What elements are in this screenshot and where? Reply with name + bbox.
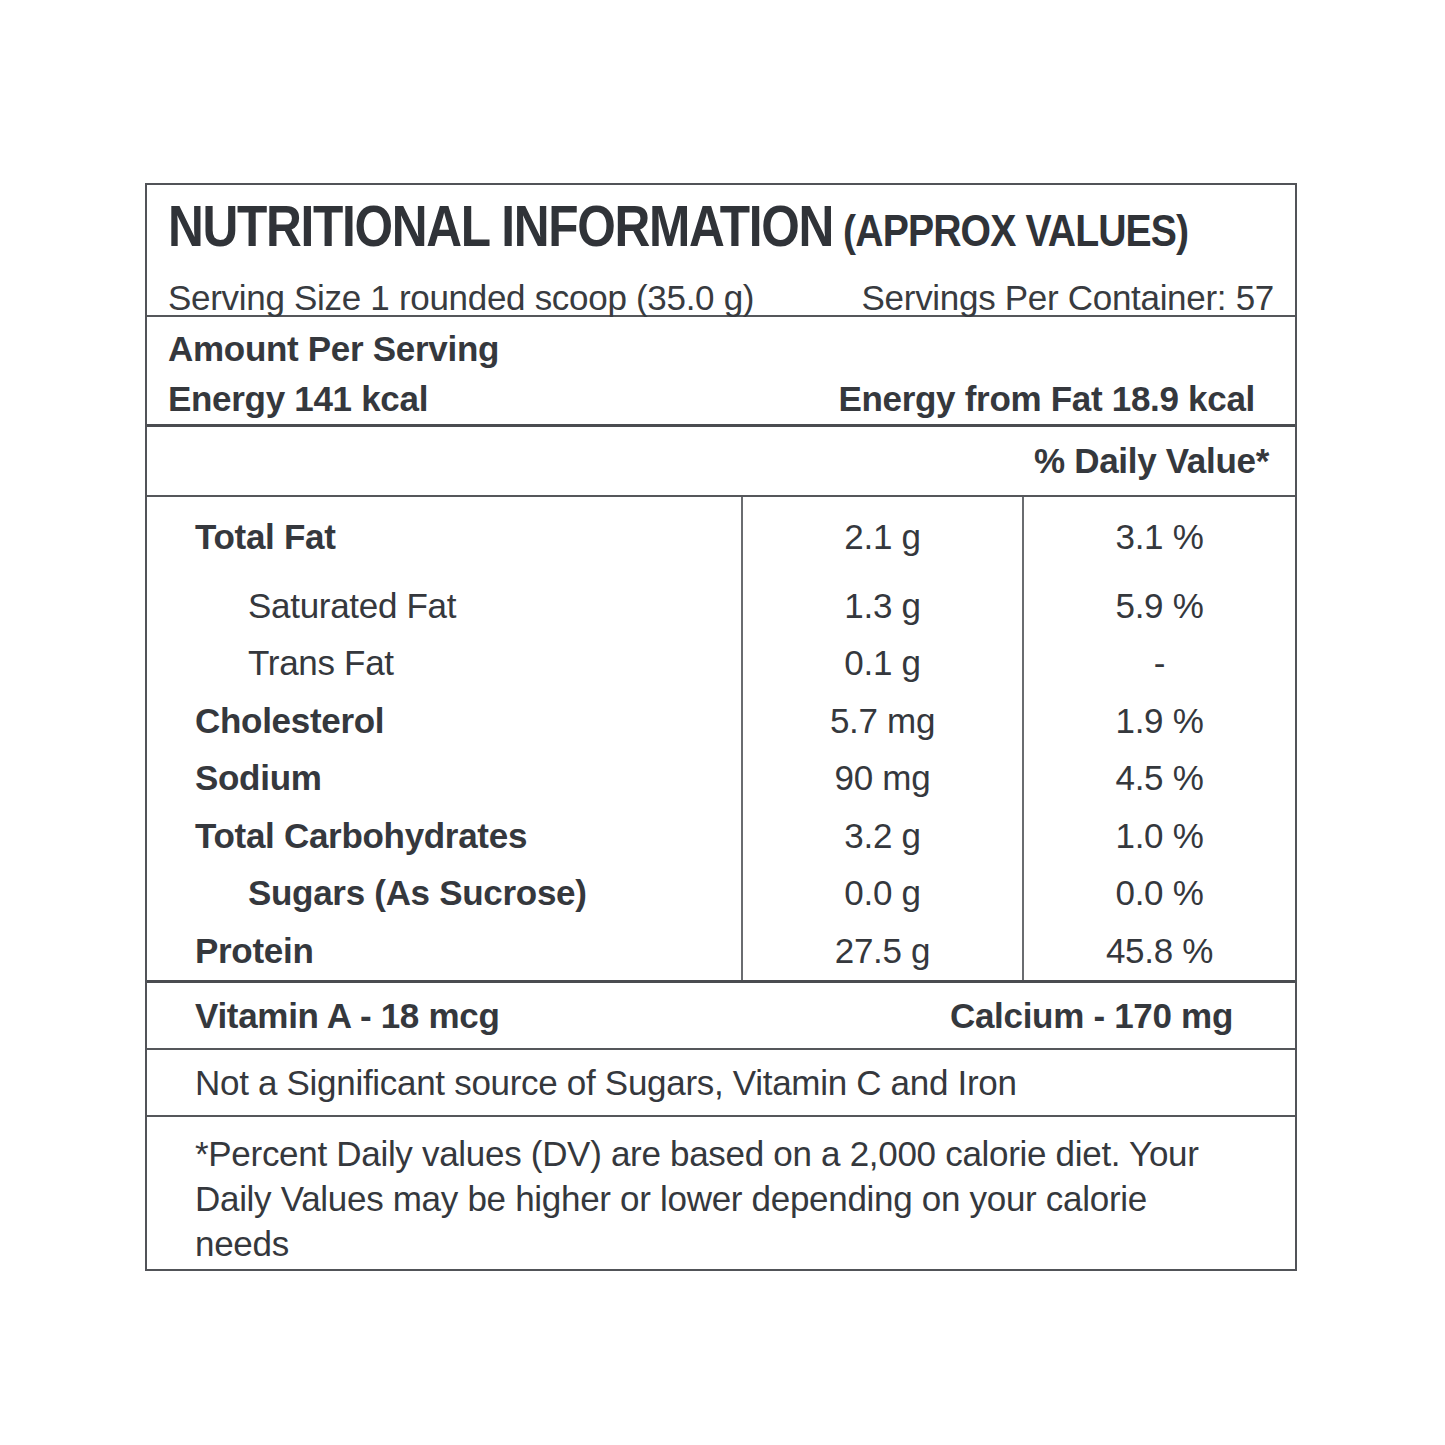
nutrient-name: Saturated Fat: [147, 577, 741, 635]
servings-per-container: Servings Per Container: 57: [862, 278, 1274, 318]
serving-size: Serving Size 1 rounded scoop (35.0 g): [168, 278, 754, 318]
nutrient-daily-value: 4.5 %: [1022, 750, 1295, 808]
nutrient-amount: 5.7 mg: [741, 692, 1022, 750]
nutrient-amount: 27.5 g: [741, 922, 1022, 980]
title-suffix: (APPROX VALUES): [833, 205, 1188, 256]
daily-value-header: % Daily Value*: [1034, 441, 1269, 481]
nutrient-daily-value: 3.1 %: [1022, 497, 1295, 577]
nutrient-name: Trans Fat: [147, 635, 741, 693]
vitamins-row: Vitamin A - 18 mcg Calcium - 170 mg: [147, 983, 1295, 1050]
nutrient-amount: 1.3 g: [741, 577, 1022, 635]
nutrient-daily-value: 5.9 %: [1022, 577, 1295, 635]
nutrient-daily-value: 1.0 %: [1022, 807, 1295, 865]
nutrient-daily-value: -: [1022, 635, 1295, 693]
nutrient-daily-value: 0.0 %: [1022, 865, 1295, 923]
nutrient-amount: 90 mg: [741, 750, 1022, 808]
serving-info-row: Serving Size 1 rounded scoop (35.0 g) Se…: [168, 278, 1274, 318]
nutrient-name: Total Carbohydrates: [147, 807, 741, 865]
title-main: NUTRITIONAL INFORMATION: [168, 194, 833, 258]
nutrient-daily-value: 45.8 %: [1022, 922, 1295, 980]
page-title: NUTRITIONAL INFORMATION (APPROX VALUES): [168, 195, 1130, 272]
nutrition-label-page: NUTRITIONAL INFORMATION (APPROX VALUES) …: [0, 0, 1445, 1445]
calcium-value: Calcium - 170 mg: [950, 996, 1233, 1036]
daily-value-footnote: *Percent Daily values (DV) are based on …: [147, 1117, 1295, 1269]
not-significant-note: Not a Significant source of Sugars, Vita…: [147, 1050, 1295, 1117]
nutrient-daily-value: 1.9 %: [1022, 692, 1295, 750]
nutrients-table: Total Fat 2.1 g 3.1 % Saturated Fat 1.3 …: [147, 497, 1295, 983]
energy-value: Energy 141 kcal: [168, 379, 428, 419]
daily-value-header-section: % Daily Value*: [147, 427, 1295, 497]
energy-from-fat-value: Energy from Fat 18.9 kcal: [838, 379, 1255, 419]
nutrient-amount: 0.1 g: [741, 635, 1022, 693]
nutrient-name: Cholesterol: [147, 692, 741, 750]
nutrient-amount: 3.2 g: [741, 807, 1022, 865]
nutrient-name: Protein: [147, 922, 741, 980]
amount-per-serving-section: Amount Per Serving Energy 141 kcal Energ…: [147, 317, 1295, 427]
vitamin-a-value: Vitamin A - 18 mcg: [195, 996, 500, 1036]
nutrition-label: NUTRITIONAL INFORMATION (APPROX VALUES) …: [145, 183, 1297, 1271]
label-header: NUTRITIONAL INFORMATION (APPROX VALUES) …: [147, 185, 1295, 317]
nutrient-name: Total Fat: [147, 497, 741, 577]
nutrient-amount: 2.1 g: [741, 497, 1022, 577]
nutrient-name: Sugars (As Sucrose): [147, 865, 741, 923]
nutrient-name: Sodium: [147, 750, 741, 808]
amount-per-serving-label: Amount Per Serving: [168, 329, 1255, 369]
energy-row: Energy 141 kcal Energy from Fat 18.9 kca…: [168, 379, 1255, 419]
nutrient-amount: 0.0 g: [741, 865, 1022, 923]
